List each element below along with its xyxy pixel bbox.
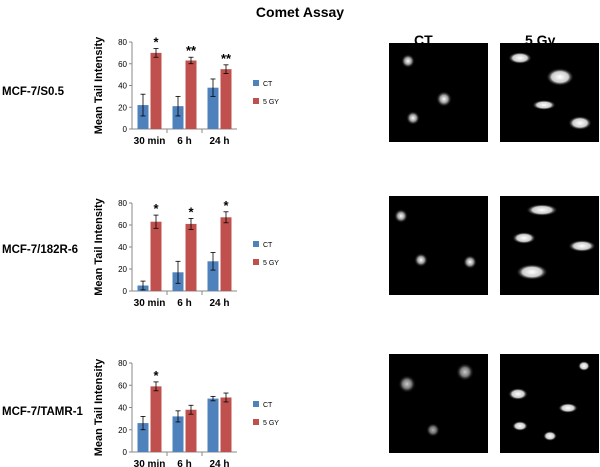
x-tick-label: 24 h	[209, 136, 229, 147]
bar-5-gy	[221, 217, 232, 291]
row-label: MCF-7/TAMR-1	[2, 406, 84, 418]
legend-label: CT	[263, 242, 273, 249]
x-tick-label: 6 h	[177, 298, 191, 309]
comet-image-tamr1-5gy	[500, 354, 599, 453]
y-tick-label: 80	[118, 359, 127, 368]
y-tick-label: 40	[118, 82, 127, 91]
y-tick-label: 80	[118, 199, 127, 208]
legend-swatch	[253, 259, 259, 265]
x-tick-label: 30 min	[134, 298, 166, 309]
comet-image-content	[500, 354, 599, 453]
y-tick-label: 20	[118, 426, 127, 435]
y-axis-label: Mean Tail Intensity	[93, 358, 105, 456]
significance-marker: *	[188, 204, 194, 219]
comet-image-content	[389, 43, 488, 142]
legend-label: CT	[263, 402, 273, 409]
significance-marker: **	[221, 51, 232, 66]
legend-swatch	[253, 419, 259, 425]
y-tick-label: 20	[118, 103, 127, 112]
y-tick-label: 80	[118, 38, 127, 47]
legend-label: 5 GY	[263, 99, 279, 106]
x-tick-label: 6 h	[177, 136, 191, 147]
bar-5-gy	[151, 386, 162, 452]
significance-marker: *	[223, 198, 229, 213]
y-axis-label: Mean Tail Intensity	[93, 197, 105, 295]
bar-5-gy	[151, 53, 162, 129]
bar-5-gy	[221, 397, 232, 452]
bar-5-gy	[151, 222, 162, 291]
significance-marker: *	[153, 201, 159, 216]
legend-swatch	[253, 80, 259, 86]
y-tick-label: 60	[118, 381, 127, 390]
y-tick-label: 40	[118, 404, 127, 413]
y-tick-label: 20	[118, 265, 127, 274]
y-tick-label: 0	[123, 125, 128, 134]
y-tick-label: 0	[123, 287, 128, 296]
comet-image-content	[389, 354, 488, 453]
bar-5-gy	[186, 60, 197, 129]
significance-marker: **	[186, 43, 197, 58]
y-tick-label: 40	[118, 243, 127, 252]
row-label: MCF-7/182R-6	[2, 244, 78, 256]
significance-marker: *	[153, 35, 159, 50]
comet-image-content	[389, 196, 488, 295]
comet-image-tamr1-ct	[389, 354, 488, 453]
legend-label: 5 GY	[263, 420, 279, 427]
significance-marker: *	[153, 368, 159, 383]
y-axis-label: Mean Tail Intensity	[93, 36, 105, 134]
x-tick-label: 24 h	[209, 298, 229, 309]
bar-5-gy	[186, 224, 197, 291]
y-tick-label: 0	[123, 448, 128, 457]
y-tick-label: 60	[118, 221, 127, 230]
bar-ct	[208, 399, 219, 452]
x-tick-label: 30 min	[134, 459, 166, 467]
comet-image-content	[500, 196, 599, 295]
comet-image-s05-ct	[389, 43, 488, 142]
comet-image-182r6-ct	[389, 196, 488, 295]
legend-swatch	[253, 401, 259, 407]
bar-5-gy	[186, 410, 197, 452]
legend-label: 5 GY	[263, 260, 279, 267]
comet-image-s05-5gy	[500, 43, 599, 142]
legend-swatch	[253, 241, 259, 247]
x-tick-label: 30 min	[134, 136, 166, 147]
legend-label: CT	[263, 81, 273, 88]
legend-swatch	[253, 98, 259, 104]
comet-image-content	[500, 43, 599, 142]
row-label: MCF-7/S0.5	[2, 86, 65, 98]
bar-5-gy	[221, 69, 232, 129]
y-tick-label: 60	[118, 60, 127, 69]
comet-image-182r6-5gy	[500, 196, 599, 295]
x-tick-label: 6 h	[177, 459, 191, 467]
x-tick-label: 24 h	[209, 459, 229, 467]
